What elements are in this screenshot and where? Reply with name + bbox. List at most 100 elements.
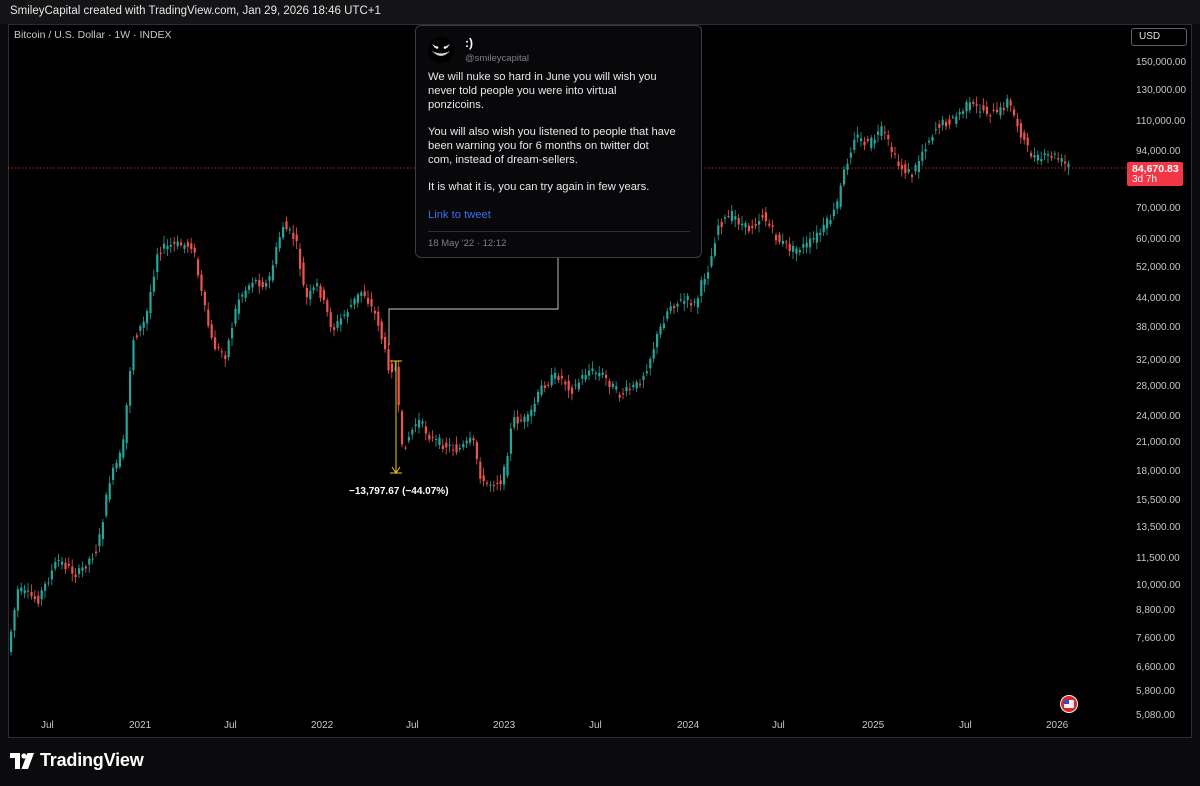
- footer: TradingView: [0, 738, 1200, 786]
- tweet-author-handle: @smileycapital: [465, 53, 530, 64]
- candle: [1047, 154, 1050, 156]
- candle: [696, 298, 699, 308]
- tradingview-logo-icon[interactable]: [10, 753, 34, 769]
- candle: [112, 467, 115, 480]
- candle: [37, 595, 40, 604]
- candle: [894, 153, 897, 155]
- tradingview-brand[interactable]: TradingView: [40, 750, 144, 770]
- candle: [781, 240, 784, 244]
- candle: [316, 283, 319, 287]
- candle: [628, 389, 631, 391]
- candle: [826, 218, 829, 229]
- candle: [363, 291, 366, 297]
- candle: [537, 391, 540, 402]
- tweet-link[interactable]: Link to tweet: [428, 209, 491, 221]
- candle: [350, 305, 353, 307]
- tweet-author-name: :): [465, 36, 473, 50]
- candle: [982, 105, 985, 111]
- candle: [815, 232, 818, 243]
- candle: [10, 631, 13, 652]
- candle: [438, 437, 441, 446]
- candle: [917, 161, 920, 173]
- candle: [118, 452, 121, 467]
- candle: [384, 336, 387, 350]
- price-axis-tick: 150,000.00: [1136, 57, 1187, 68]
- candle: [115, 462, 118, 469]
- candle: [499, 480, 502, 485]
- price-axis-tick: 13,500.00: [1136, 522, 1181, 533]
- candle: [938, 123, 941, 128]
- candle: [224, 355, 227, 360]
- candle: [758, 220, 761, 225]
- time-axis-tick: 2021: [129, 720, 152, 731]
- price-axis-tick: 5,800.00: [1136, 686, 1175, 697]
- candle: [397, 366, 400, 406]
- candle: [503, 466, 506, 485]
- candle: [132, 340, 135, 371]
- candle: [754, 224, 757, 226]
- candle: [768, 223, 771, 226]
- candle: [295, 234, 298, 242]
- candle: [489, 484, 492, 486]
- candle: [1036, 154, 1039, 161]
- candle: [992, 109, 995, 111]
- candle: [81, 567, 84, 571]
- price-axis-tick: 24,000.00: [1136, 411, 1181, 422]
- price-axis-tick: 44,000.00: [1136, 293, 1181, 304]
- candle: [67, 563, 70, 566]
- last-price: 84,670.83: [1132, 163, 1179, 175]
- candle: [557, 376, 560, 381]
- candle: [411, 429, 414, 435]
- candle: [1019, 123, 1022, 138]
- candle: [727, 215, 730, 217]
- candle: [656, 334, 659, 348]
- time-axis-tick: 2024: [677, 720, 700, 731]
- us-flag-icon[interactable]: [1060, 695, 1078, 713]
- candle: [479, 461, 482, 479]
- candle: [605, 374, 608, 379]
- candle: [887, 135, 890, 140]
- time-axis-tick: Jul: [224, 720, 237, 731]
- tweet-card[interactable]: :) @smileycapital We will nuke so hard i…: [415, 25, 702, 258]
- candle: [890, 146, 893, 153]
- candle: [958, 112, 961, 115]
- candle: [1013, 109, 1016, 116]
- candle: [635, 381, 638, 389]
- candle: [921, 151, 924, 161]
- candle: [71, 566, 74, 574]
- candle: [1016, 118, 1019, 127]
- candle: [659, 326, 662, 335]
- time-axis-tick: 2025: [862, 720, 885, 731]
- candle: [278, 237, 281, 249]
- candle: [176, 241, 179, 247]
- candle: [775, 235, 778, 241]
- candle: [900, 165, 903, 170]
- candle: [598, 372, 601, 377]
- candle: [166, 245, 169, 250]
- candle: [367, 297, 370, 304]
- candle: [373, 310, 376, 314]
- candle: [496, 482, 499, 484]
- candle: [305, 287, 308, 298]
- price-axis-tick: 110,000.00: [1136, 116, 1186, 127]
- candle: [380, 321, 383, 340]
- candle: [135, 335, 138, 338]
- candle: [642, 375, 645, 380]
- candle: [458, 447, 461, 450]
- candle: [1002, 108, 1005, 111]
- candle: [452, 449, 455, 451]
- currency-button[interactable]: USD: [1131, 28, 1187, 46]
- candle: [200, 274, 203, 291]
- candle: [61, 561, 64, 565]
- candle: [322, 289, 325, 301]
- header-title: SmileyCapital created with TradingView.c…: [10, 5, 381, 17]
- last-price-badge: 84,670.83 3d 7h: [1127, 162, 1183, 186]
- candle: [948, 119, 951, 125]
- candle: [370, 299, 373, 307]
- candle: [74, 574, 77, 578]
- candle: [231, 327, 234, 339]
- candle: [652, 349, 655, 359]
- candle: [734, 216, 737, 220]
- candle: [482, 475, 485, 482]
